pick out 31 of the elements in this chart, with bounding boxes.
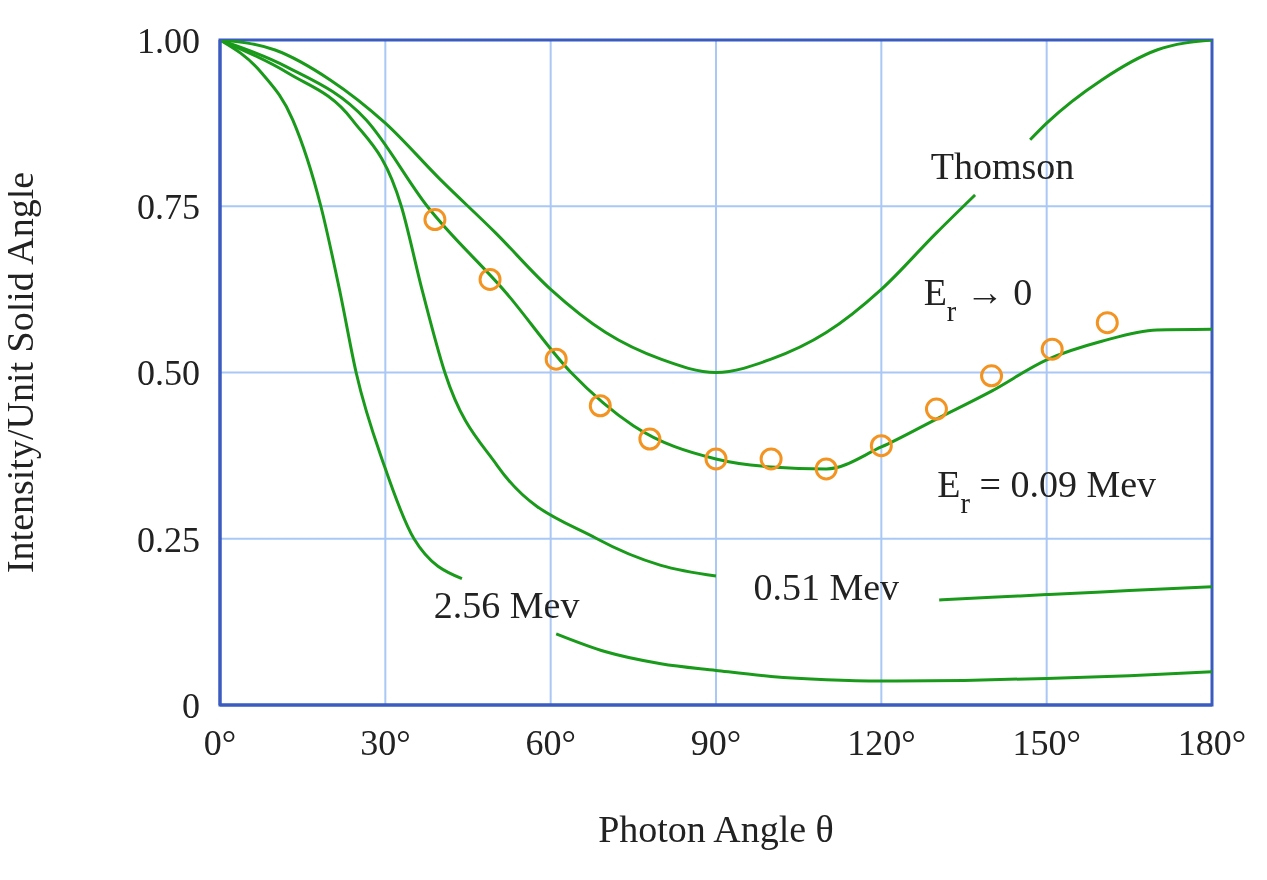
x-tick-label: 120° — [847, 722, 916, 763]
annotation: E$_{r}$ → 0 — [923, 271, 1033, 327]
series-label: 2.56 Mev — [433, 584, 580, 627]
series-label: E$_{r}$ = 0.09 Mev — [937, 462, 1157, 519]
x-tick-label: 180° — [1177, 722, 1247, 763]
point — [588, 394, 612, 418]
y-tick-label: 0.75 — [137, 187, 200, 228]
x-axis-title: Photon Angle θ — [598, 808, 834, 850]
point — [544, 347, 568, 371]
point — [478, 267, 502, 291]
y-tick-label: 0 — [182, 685, 200, 726]
series-label: Thomson — [930, 145, 1075, 188]
series-label: 0.51 Mev — [753, 565, 900, 608]
point — [1095, 311, 1119, 335]
point — [869, 434, 893, 458]
point — [1040, 337, 1064, 361]
point — [704, 447, 728, 471]
x-tick-label: 150° — [1012, 722, 1081, 763]
point — [759, 447, 783, 471]
y-tick-label: 1.00 — [137, 20, 200, 61]
point — [980, 364, 1004, 388]
point — [638, 427, 662, 451]
x-tick-label: 30° — [360, 722, 411, 763]
point — [814, 457, 838, 481]
x-tick-label: 90° — [690, 722, 742, 763]
y-tick-label: 0.25 — [137, 519, 200, 560]
x-tick-label: 60° — [525, 722, 576, 763]
y-tick-label: 0.50 — [137, 353, 200, 394]
point — [423, 208, 447, 232]
x-tick-label: 0° — [203, 722, 237, 763]
point — [924, 397, 948, 421]
